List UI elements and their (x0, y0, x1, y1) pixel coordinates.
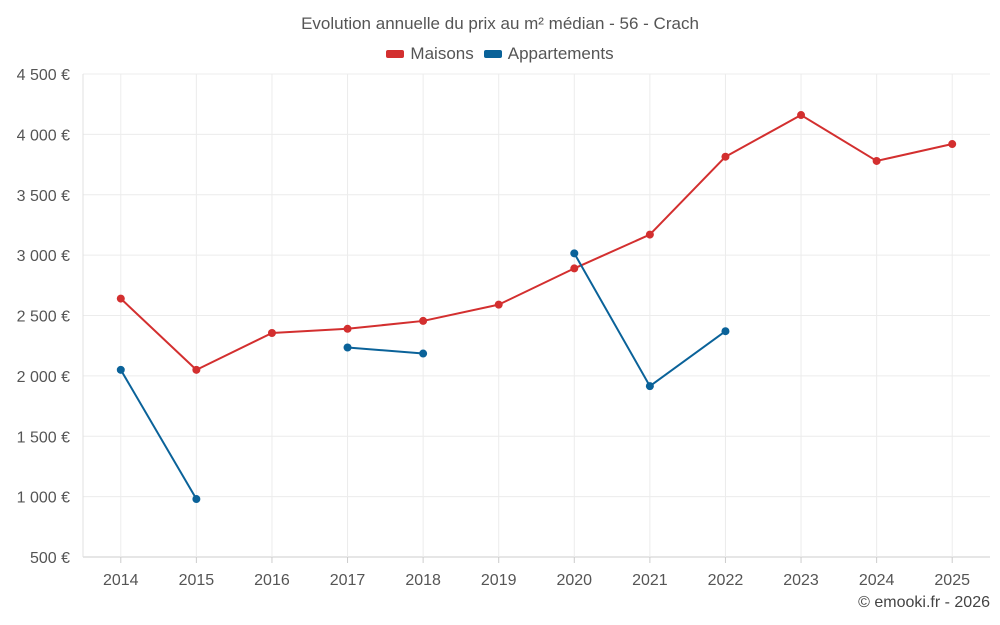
x-tick-label: 2018 (405, 572, 441, 589)
x-tick-label: 2022 (708, 572, 744, 589)
legend-item-appartements[interactable]: Appartements (483, 44, 614, 64)
series-appartements (116, 249, 730, 504)
data-point-maisons[interactable] (494, 300, 503, 309)
axes: 500 € 1 000 € 1 500 € 2 000 € 2 500 € 3 000 €… (17, 67, 970, 589)
legend-label-maisons: Maisons (410, 44, 474, 63)
data-point-appartements[interactable] (116, 365, 125, 374)
data-point-maisons[interactable] (419, 316, 428, 325)
x-tick-label: 2016 (254, 572, 290, 589)
series-line-appartements (347, 346, 424, 355)
series-line-maisons (120, 114, 953, 371)
x-tick-label: 2024 (859, 572, 895, 589)
series-line-appartements (119, 369, 198, 500)
copyright-text: © emooki.fr - 2026 (858, 594, 990, 611)
data-point-maisons[interactable] (570, 264, 579, 273)
y-tick-label: 1 000 € (17, 490, 70, 507)
data-point-maisons[interactable] (645, 230, 654, 239)
legend-item-maisons[interactable]: Maisons (386, 44, 474, 64)
data-point-maisons[interactable] (872, 156, 881, 165)
chart-title: Evolution annuelle du prix au m² médian … (301, 14, 699, 33)
x-tick-label: 2021 (632, 572, 668, 589)
y-tick-label: 500 € (30, 550, 70, 567)
data-point-appartements[interactable] (343, 343, 352, 352)
data-point-maisons[interactable] (721, 152, 730, 161)
data-point-maisons[interactable] (116, 294, 125, 303)
x-tick-label: 2023 (783, 572, 819, 589)
data-point-maisons[interactable] (267, 329, 276, 338)
data-point-appartements[interactable] (192, 495, 201, 504)
legend-swatch-appartements (483, 50, 502, 58)
y-tick-label: 2 500 € (17, 309, 70, 326)
x-tick-label: 2017 (330, 572, 366, 589)
y-tick-label: 2 000 € (17, 369, 70, 386)
legend: Maisons Appartements (0, 44, 1000, 64)
legend-label-appartements: Appartements (507, 44, 614, 63)
y-tick-label: 4 000 € (17, 127, 70, 144)
data-point-appartements[interactable] (645, 382, 654, 391)
data-point-appartements[interactable] (721, 327, 730, 336)
x-tick-label: 2019 (481, 572, 517, 589)
series (116, 111, 957, 504)
y-tick-label: 3 500 € (17, 188, 70, 205)
data-point-appartements[interactable] (419, 349, 428, 358)
series-maisons (116, 111, 957, 374)
data-point-maisons[interactable] (948, 140, 957, 149)
x-tick-label: 2025 (934, 572, 970, 589)
data-point-appartements[interactable] (570, 249, 579, 258)
data-point-maisons[interactable] (343, 324, 352, 333)
x-tick-label: 2014 (103, 572, 139, 589)
y-tick-label: 3 000 € (17, 248, 70, 265)
legend-swatch-maisons (386, 50, 405, 58)
y-tick-label: 4 500 € (17, 67, 70, 84)
data-point-maisons[interactable] (797, 111, 806, 120)
x-tick-label: 2020 (556, 572, 592, 589)
x-tick-label: 2015 (179, 572, 215, 589)
data-point-maisons[interactable] (192, 365, 201, 374)
y-tick-label: 1 500 € (17, 429, 70, 446)
